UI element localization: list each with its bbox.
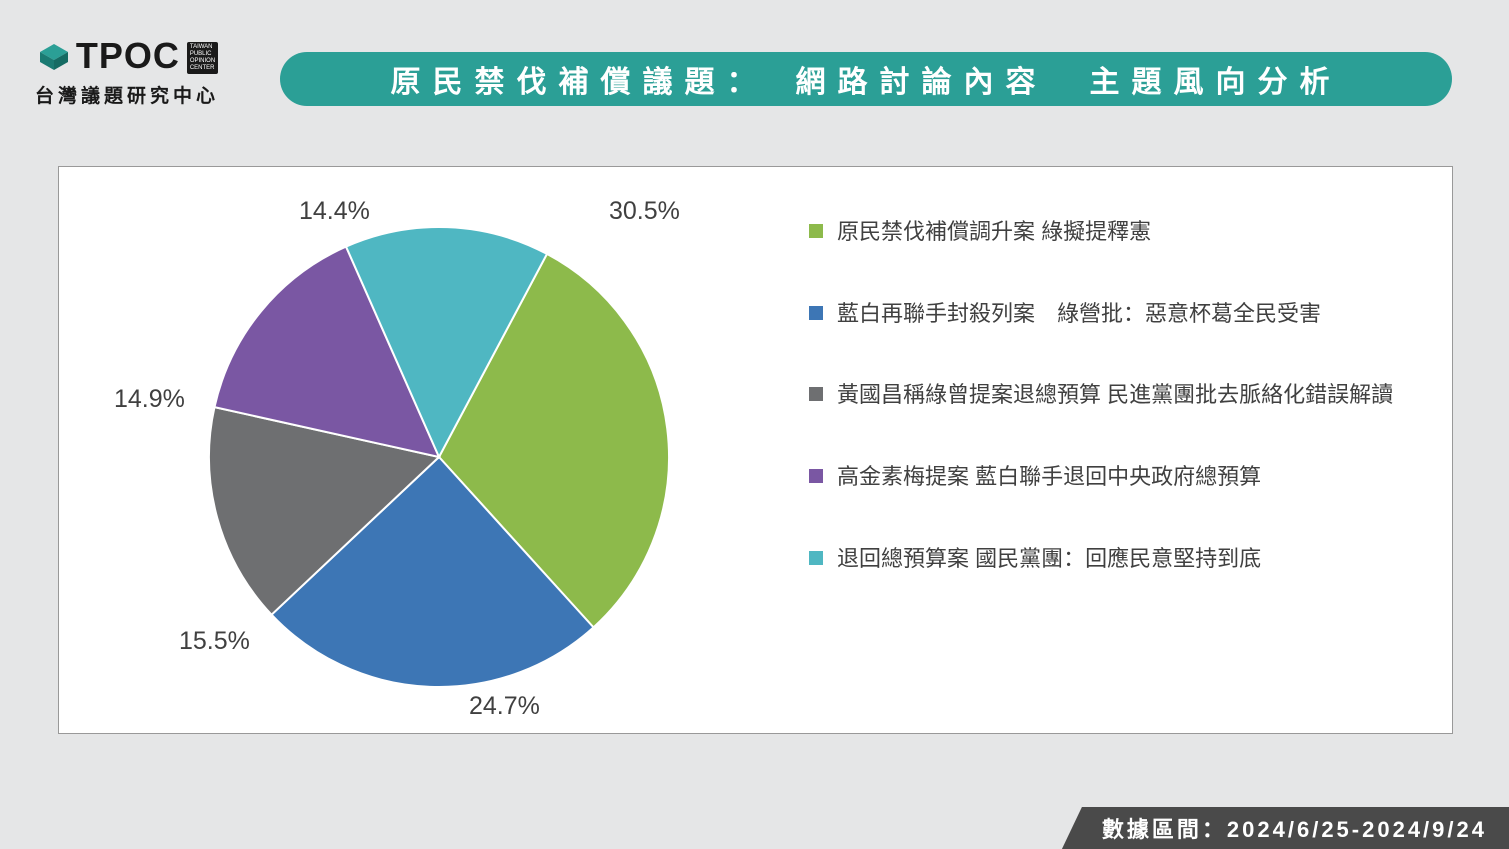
legend-swatch (809, 469, 823, 483)
logo-row: TPOC TAIWAN PUBLIC OPINION CENTER (36, 35, 218, 77)
footer-date-range: 數據區間：2024/6/25-2024/9/24 (1062, 807, 1509, 849)
legend-label: 退回總預算案 國民黨團：回應民意堅持到底 (837, 544, 1261, 574)
legend-label: 原民禁伐補償調升案 綠擬提釋憲 (837, 217, 1151, 247)
tpoc-logo-icon (36, 38, 72, 74)
logo-badge-line: TAIWAN (190, 44, 215, 51)
logo-badge-line: OPINION (190, 58, 215, 65)
logo-badge-line: CENTER (190, 65, 215, 72)
logo-subtitle: 台灣議題研究中心 (35, 81, 219, 108)
legend-item: 藍白再聯手封殺列案 綠營批：惡意杯葛全民受害 (809, 299, 1409, 329)
logo-badge-line: PUBLIC (190, 51, 215, 58)
chart-container: 30.5%24.7%15.5%14.9%14.4% 原民禁伐補償調升案 綠擬提釋… (58, 166, 1453, 734)
legend-swatch (809, 387, 823, 401)
logo-block: TPOC TAIWAN PUBLIC OPINION CENTER 台灣議題研究… (35, 35, 219, 108)
legend-swatch (809, 306, 823, 320)
logo-main-text: TPOC (76, 35, 180, 77)
legend-label: 高金素梅提案 藍白聯手退回中央政府總預算 (837, 462, 1261, 492)
legend: 原民禁伐補償調升案 綠擬提釋憲藍白再聯手封殺列案 綠營批：惡意杯葛全民受害黃國昌… (809, 217, 1409, 573)
pie-percent-label: 30.5% (609, 197, 680, 226)
legend-item: 原民禁伐補償調升案 綠擬提釋憲 (809, 217, 1409, 247)
pie-chart-wrap: 30.5%24.7%15.5%14.9%14.4% (189, 207, 689, 707)
logo-badge: TAIWAN PUBLIC OPINION CENTER (187, 42, 218, 74)
pie-percent-label: 15.5% (179, 627, 250, 656)
legend-label: 藍白再聯手封殺列案 綠營批：惡意杯葛全民受害 (837, 299, 1321, 329)
page-title-bar: 原民禁伐補償議題： 網路討論內容 主題風向分析 (280, 52, 1452, 106)
pie-percent-label: 14.9% (114, 385, 185, 414)
pie-percent-label: 14.4% (299, 197, 370, 226)
pie-chart (189, 207, 689, 707)
legend-swatch (809, 224, 823, 238)
pie-percent-label: 24.7% (469, 692, 540, 721)
page-title: 原民禁伐補償議題： 網路討論內容 主題風向分析 (391, 57, 1342, 101)
legend-label: 黃國昌稱綠曾提案退總預算 民進黨團批去脈絡化錯誤解讀 (837, 380, 1393, 410)
footer-text: 數據區間：2024/6/25-2024/9/24 (1102, 812, 1487, 844)
legend-item: 高金素梅提案 藍白聯手退回中央政府總預算 (809, 462, 1409, 492)
legend-swatch (809, 551, 823, 565)
legend-item: 黃國昌稱綠曾提案退總預算 民進黨團批去脈絡化錯誤解讀 (809, 380, 1409, 410)
legend-item: 退回總預算案 國民黨團：回應民意堅持到底 (809, 544, 1409, 574)
